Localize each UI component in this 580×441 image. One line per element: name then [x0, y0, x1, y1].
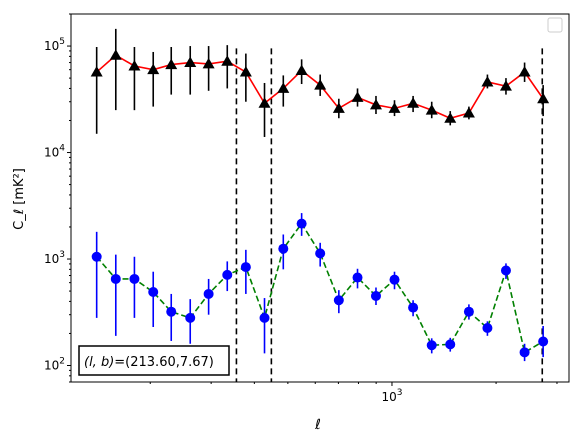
series-1-point [351, 91, 364, 102]
series-1-point [369, 98, 382, 110]
series-1-point [109, 49, 122, 60]
series-2-point [352, 272, 363, 283]
plot-area [235, 48, 544, 382]
data-marks [90, 28, 550, 362]
series-2-point [519, 347, 530, 358]
series-2-point [110, 273, 121, 284]
series-1-point [444, 112, 457, 123]
series-2-point [370, 290, 381, 301]
series-1-point [462, 107, 475, 118]
y-axis-label: C_ℓ [mK²] [12, 168, 27, 230]
annotation-label: (l, b) [84, 355, 114, 370]
series-1-point [147, 63, 160, 75]
series-1-point [314, 79, 327, 90]
series-2-point [389, 274, 400, 285]
x-tick-label: 103 [381, 388, 402, 404]
series-1-point [407, 97, 420, 108]
series-2-point [166, 306, 177, 317]
y-tick-label: 102 [44, 357, 65, 373]
series-1-point [128, 59, 141, 71]
svg-text:(l, b)=(213.60,7.67): (l, b)=(213.60,7.67) [84, 355, 214, 370]
series-2-point [463, 306, 474, 317]
y-tick-label: 105 [44, 37, 65, 53]
series-1-point [258, 97, 271, 108]
series-1-point [499, 80, 512, 91]
series-2-point [129, 273, 140, 284]
series-2-point [185, 312, 196, 323]
series-2-point [500, 265, 511, 276]
series-2-point [240, 262, 251, 273]
series-2-point [148, 287, 159, 298]
series-2-point [315, 248, 326, 259]
legend-box [547, 17, 563, 33]
series-2-point [408, 302, 419, 313]
series-2-point [296, 218, 307, 229]
series-1-point [388, 102, 401, 113]
series-2-point [91, 251, 102, 262]
series-2-point [222, 269, 233, 280]
series-1-point [481, 75, 494, 87]
series-2-point [259, 312, 270, 323]
axes-frame [70, 13, 570, 383]
series-2-point [538, 336, 549, 347]
series-1-point [165, 58, 178, 70]
annotation-value: =(213.60,7.67) [114, 355, 214, 370]
series-2-point [203, 288, 214, 299]
series-1-point [295, 64, 308, 75]
series-2-point [482, 323, 493, 334]
series-1-point [332, 102, 345, 113]
series-1-point [425, 104, 438, 115]
y-tick-label: 103 [44, 250, 65, 266]
series-2-point [278, 243, 289, 254]
annotation-box: (l, b)=(213.60,7.67) [78, 345, 230, 376]
series-2-point [445, 339, 456, 350]
series-1-point [202, 57, 215, 69]
series-1-point [518, 66, 531, 77]
y-tick-label: 104 [44, 144, 65, 160]
series-2-point [333, 295, 344, 306]
series-1-point [537, 92, 550, 104]
series-1-point [221, 55, 234, 66]
series-2-point [426, 340, 437, 351]
axis-ticks: 102 103 104 105 103 [44, 13, 558, 404]
series-1-point [184, 56, 197, 68]
series-1-point [90, 66, 103, 77]
series-1-point [277, 82, 290, 93]
series-1-point [239, 66, 252, 77]
x-axis-label: ℓ [314, 417, 321, 433]
